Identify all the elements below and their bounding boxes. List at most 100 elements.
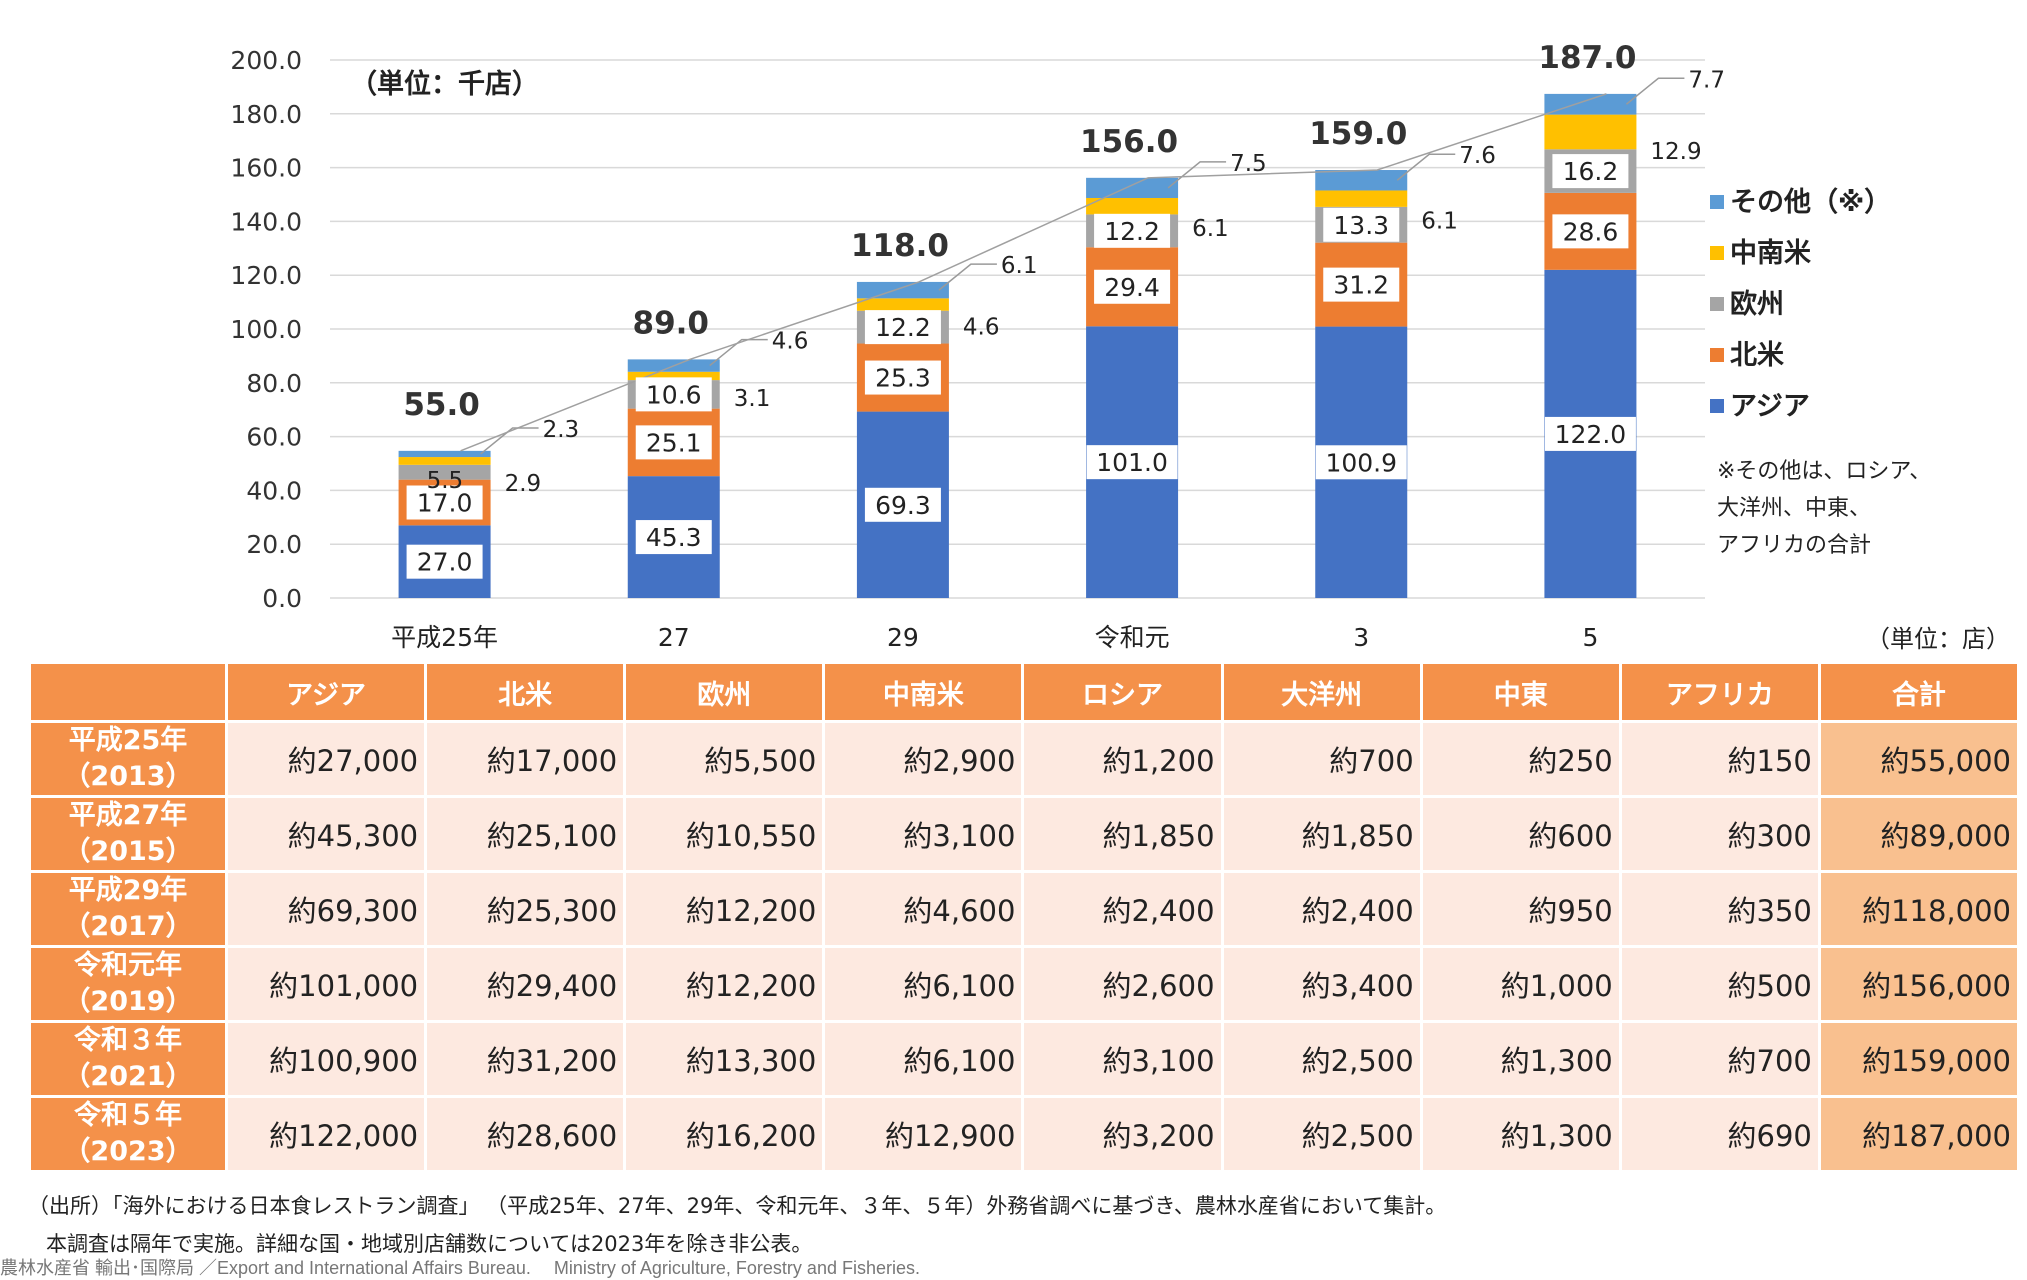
callout-line <box>938 263 997 291</box>
data-label: 6.1 <box>1001 253 1038 279</box>
data-label: 25.3 <box>875 364 931 393</box>
ministry-credit: 農林水産省 輸出･国際局 ／Export and International A… <box>0 1258 920 1278</box>
restaurant-count-table: アジア 北米 欧州 中南米 ロシア 大洋州 中東 アフリカ 合計 平成25年 （2013） 約27,… <box>28 661 2020 1173</box>
note-line: 大洋州、中東、 <box>1717 496 1871 521</box>
data-label: 7.7 <box>1688 67 1725 93</box>
y-tick-label: 60.0 <box>246 423 302 452</box>
y-tick-label: 100.0 <box>230 315 302 344</box>
value-cell: 約1,000 <box>1422 948 1619 1020</box>
value-cell: 約150 <box>1621 723 1818 795</box>
chart-unit-label: （単位：千店） <box>350 68 539 100</box>
value-cell: 約2,900 <box>825 723 1022 795</box>
y-tick-label: 160.0 <box>230 154 302 183</box>
y-axis-ticks: 0.0 20.0 40.0 60.0 80.0 100.0 120.0 140.0 160.0 1… <box>230 46 302 613</box>
value-cell: 約25,300 <box>427 873 624 945</box>
value-cell: 約2,500 <box>1223 1023 1420 1095</box>
callout-line <box>480 427 539 455</box>
data-label: 45.3 <box>646 523 702 552</box>
value-cell: 約100,900 <box>228 1023 425 1095</box>
total-cell: 約159,000 <box>1820 1023 2017 1095</box>
total-connector-lines <box>460 77 1685 455</box>
value-cell: 約1,200 <box>1024 723 1221 795</box>
legend-swatch <box>1710 195 1724 209</box>
value-cell: 約31,200 <box>427 1023 624 1095</box>
row-year-header: 平成25年 （2013） <box>31 723 225 795</box>
callout-line <box>709 338 768 367</box>
data-label: 69.3 <box>875 491 931 520</box>
value-cell: 約300 <box>1621 798 1818 870</box>
y-tick-label: 180.0 <box>230 100 302 129</box>
data-label-box <box>406 485 483 520</box>
total-cell: 約187,000 <box>1820 1098 2017 1170</box>
bar-segment <box>398 457 491 465</box>
data-label-box <box>1323 207 1400 242</box>
data-label: 2.3 <box>543 417 580 443</box>
row-year: 平成25年 <box>68 725 188 756</box>
data-label-box <box>864 310 941 345</box>
total-label: 89.0 <box>633 305 710 341</box>
data-label: 12.2 <box>875 313 931 342</box>
table-row: 平成29年 （2017） 約69,300 約25,300 約12,200 約4,600 約2… <box>31 873 2017 945</box>
legend-label: 北米 <box>1730 340 1784 371</box>
callout-line <box>1396 153 1456 181</box>
value-cell: 約3,100 <box>825 798 1022 870</box>
x-tick-label: 5 <box>1582 623 1598 652</box>
bar-segment <box>1544 114 1637 150</box>
value-cell: 約1,850 <box>1024 798 1221 870</box>
value-cell: 約600 <box>1422 798 1619 870</box>
data-label-box <box>1094 269 1171 304</box>
value-cell: 約1,850 <box>1223 798 1420 870</box>
legend-swatch <box>1710 348 1724 362</box>
total-label: 55.0 <box>403 387 480 423</box>
value-cell: 約10,550 <box>626 798 823 870</box>
value-cell: 約6,100 <box>825 948 1022 1020</box>
bars <box>398 93 1637 598</box>
value-cell: 約3,200 <box>1024 1098 1221 1170</box>
bar-segment <box>1315 190 1408 207</box>
data-label: 7.5 <box>1230 151 1267 177</box>
total-trend-line <box>460 93 1607 452</box>
bar-segment <box>1315 170 1408 191</box>
value-cell: 約3,400 <box>1223 948 1420 1020</box>
x-tick-label: 29 <box>887 623 919 652</box>
value-cell: 約700 <box>1223 723 1420 795</box>
legend-label: 欧州 <box>1730 289 1784 320</box>
column-header: 大洋州 <box>1223 664 1420 720</box>
table-header-row: アジア 北米 欧州 中南米 ロシア 大洋州 中東 アフリカ 合計 <box>31 664 2017 720</box>
legend-swatch <box>1710 297 1724 311</box>
note-line: アフリカの合計 <box>1717 533 1871 558</box>
value-cell: 約5,500 <box>626 723 823 795</box>
column-header: アジア <box>228 664 425 720</box>
column-header: アフリカ <box>1621 664 1818 720</box>
value-cell: 約1,300 <box>1422 1098 1619 1170</box>
row-year: 令和元年 <box>74 950 182 981</box>
legend-label: その他（※） <box>1730 187 1891 218</box>
data-label-box <box>1552 154 1629 189</box>
value-cell: 約101,000 <box>228 948 425 1020</box>
stacked-bar-chart: 0.0 20.0 40.0 60.0 80.0 100.0 120.0 140.0 160.0 1… <box>230 40 2010 653</box>
data-label: 31.2 <box>1333 271 1389 300</box>
column-header: ロシア <box>1024 664 1221 720</box>
data-label: 13.3 <box>1333 211 1389 240</box>
bar-segment <box>1086 177 1179 198</box>
data-label-box <box>635 425 712 460</box>
data-label: 12.2 <box>1104 217 1160 246</box>
data-label: 101.0 <box>1096 448 1168 477</box>
table-row: 平成25年 （2013） 約27,000 約17,000 約5,500 約2,900 約1,… <box>31 723 2017 795</box>
value-cell: 約3,100 <box>1024 1023 1221 1095</box>
data-label: 25.1 <box>646 428 702 457</box>
data-label-box <box>1315 445 1407 480</box>
value-cell: 約1,300 <box>1422 1023 1619 1095</box>
value-cell: 約690 <box>1621 1098 1818 1170</box>
bar-segment <box>627 371 720 381</box>
note-line: ※その他は、ロシア、 <box>1717 459 1931 484</box>
survey-note: 本調査は隔年で実施。詳細な国・地域別店舗数については2023年を除き非公表。 <box>46 1232 813 1256</box>
data-label: 7.6 <box>1459 143 1496 169</box>
data-label-box <box>635 520 712 555</box>
row-year: 平成29年 <box>68 875 188 906</box>
callout-line <box>1625 77 1685 105</box>
data-label-box <box>635 377 712 412</box>
bar-segment <box>1544 93 1637 115</box>
value-cell: 約16,200 <box>626 1098 823 1170</box>
data-label: 17.0 <box>417 489 473 518</box>
